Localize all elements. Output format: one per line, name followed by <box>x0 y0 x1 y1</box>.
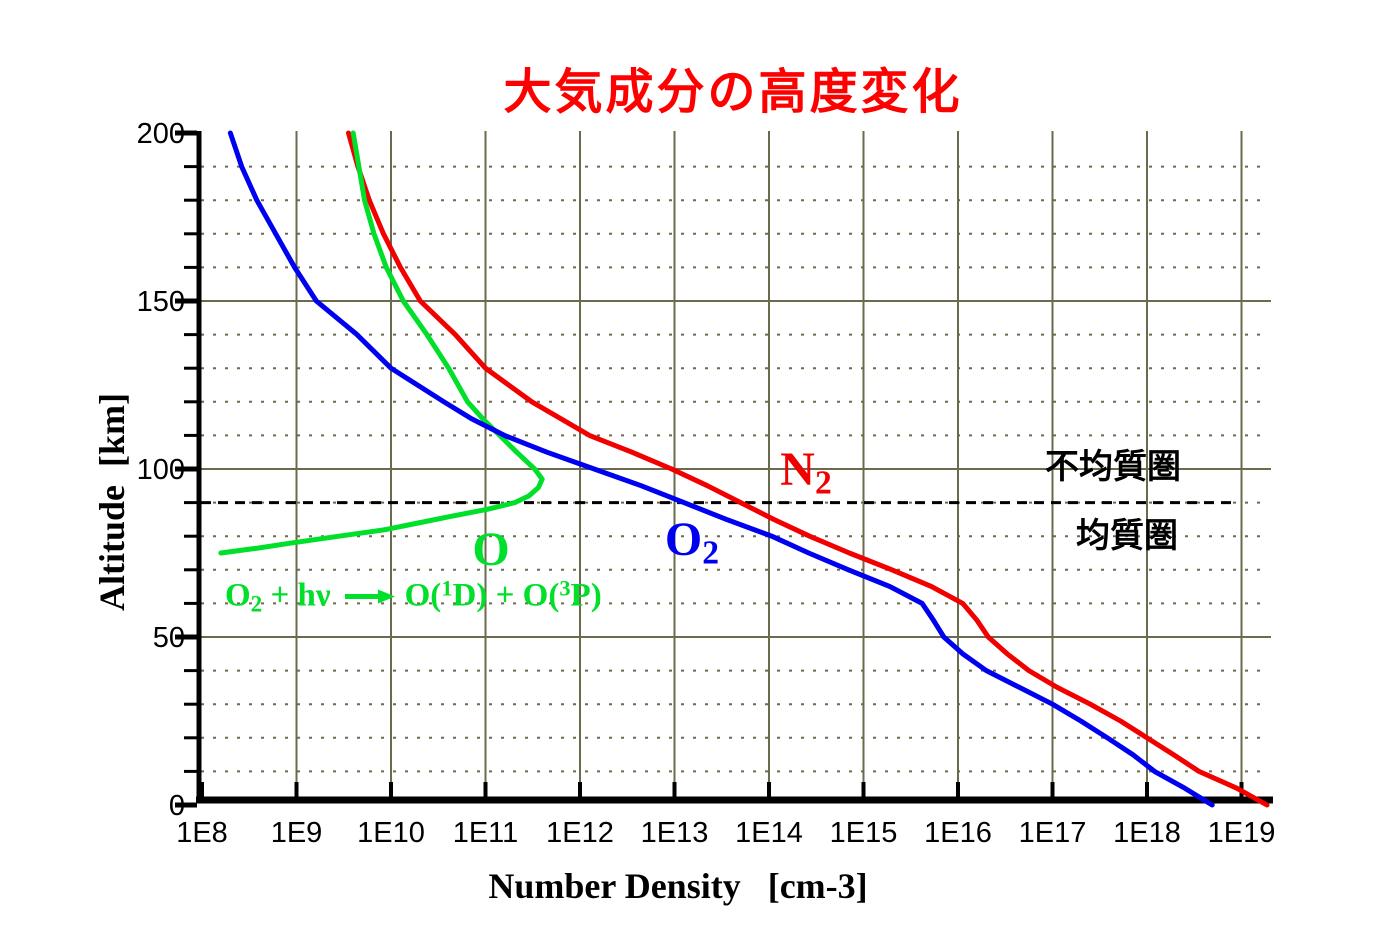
homosphere-label: 均質圏 <box>1076 517 1178 555</box>
x-tick-labels: 1E8 1E9 1E10 1E11 1E12 1E13 1E14 1E15 1E16 1E17 1E… <box>176 817 1275 849</box>
svg-text:1E15: 1E15 <box>830 817 898 849</box>
svg-text:1E14: 1E14 <box>735 817 803 849</box>
o2-label: O2 <box>664 513 720 572</box>
svg-text:1E18: 1E18 <box>1113 817 1181 849</box>
axes <box>196 131 1273 804</box>
axis-ticks <box>175 130 1244 808</box>
svg-text:1E12: 1E12 <box>546 817 614 849</box>
n2-label: N2 <box>780 443 832 502</box>
curve-n2 <box>345 130 1270 808</box>
x-axis-title: Number Density [cm-3] <box>488 866 868 906</box>
svg-text:1E9: 1E9 <box>271 817 323 849</box>
svg-text:200: 200 <box>137 118 185 150</box>
svg-text:1E16: 1E16 <box>924 817 992 849</box>
svg-text:100: 100 <box>137 454 185 486</box>
y-axis-title: Altitude [km] <box>92 393 132 611</box>
y-tick-labels: 0 50 100 150 200 <box>137 118 185 822</box>
curve-o2 <box>227 130 1215 808</box>
chart-title: 大気成分の高度変化 <box>503 64 963 120</box>
curve-o <box>218 130 545 556</box>
reaction-arrow-icon <box>343 579 395 612</box>
svg-text:0: 0 <box>169 790 185 822</box>
svg-text:1E10: 1E10 <box>357 817 425 849</box>
o-label: O <box>472 523 510 576</box>
svg-text:150: 150 <box>137 286 185 318</box>
svg-text:1E13: 1E13 <box>641 817 709 849</box>
heterosphere-label: 不均質圏 <box>1045 448 1181 486</box>
gridlines <box>201 131 1271 797</box>
svg-text:1E11: 1E11 <box>453 817 519 849</box>
svg-text:50: 50 <box>153 622 185 654</box>
svg-text:1E19: 1E19 <box>1208 817 1276 849</box>
photolysis-reaction: O2 + hν O(1D) + O(3P) <box>225 575 602 617</box>
svg-text:1E8: 1E8 <box>176 817 228 849</box>
svg-text:1E17: 1E17 <box>1019 817 1087 849</box>
